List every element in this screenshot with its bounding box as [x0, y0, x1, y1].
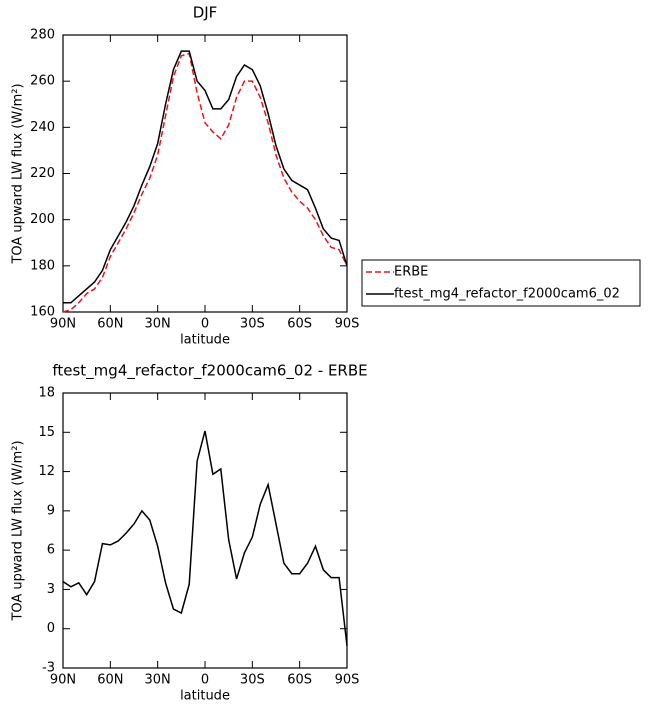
y-tick-label: 12: [38, 464, 55, 479]
x-tick-label: 0: [201, 673, 209, 688]
x-tick-label: 90S: [335, 673, 360, 688]
x-tick-label: 60N: [97, 673, 123, 688]
legend-label: ftest_mg4_refactor_f2000cam6_02: [394, 287, 620, 302]
y-tick-label: 3: [47, 582, 55, 597]
x-tick-label: 60S: [287, 317, 312, 332]
chart-title: DJF: [193, 4, 218, 22]
y-axis-label: TOA upward LW flux (W/m²): [11, 440, 26, 621]
y-tick-label: 260: [30, 74, 55, 89]
chart-title: ftest_mg4_refactor_f2000cam6_02 - ERBE: [52, 362, 367, 381]
y-tick-label: 200: [30, 212, 55, 227]
x-axis-label: latitude: [180, 333, 230, 348]
x-tick-label: 60S: [287, 673, 312, 688]
y-tick-label: 6: [47, 543, 55, 558]
y-tick-label: 15: [38, 425, 55, 440]
y-tick-label: -3: [42, 661, 55, 676]
series-line: [62, 430, 348, 646]
plot-frame: [62, 34, 348, 313]
x-tick-label: 90S: [335, 317, 360, 332]
series-line: [62, 52, 348, 313]
x-tick-label: 30S: [240, 673, 265, 688]
x-tick-label: 0: [201, 317, 209, 332]
y-tick-label: 9: [47, 503, 55, 518]
x-tick-label: 30S: [240, 317, 265, 332]
y-tick-label: 180: [30, 258, 55, 273]
x-tick-label: 90N: [50, 317, 76, 332]
y-tick-label: 0: [47, 621, 55, 636]
y-tick-label: 160: [30, 305, 55, 320]
x-tick-label: 60N: [97, 317, 123, 332]
y-tick-label: 240: [30, 120, 55, 135]
series-line: [63, 50, 348, 304]
x-tick-label: 30N: [145, 673, 171, 688]
x-tick-label: 30N: [145, 317, 171, 332]
legend-label: ERBE: [394, 265, 428, 280]
x-axis-label: latitude: [180, 689, 230, 704]
y-tick-label: 18: [38, 386, 55, 401]
x-tick-label: 90N: [50, 673, 76, 688]
y-tick-label: 280: [30, 28, 55, 43]
legend-box: [361, 259, 641, 307]
y-tick-label: 220: [30, 166, 55, 181]
y-axis-label: TOA upward LW flux (W/m²): [11, 83, 26, 264]
